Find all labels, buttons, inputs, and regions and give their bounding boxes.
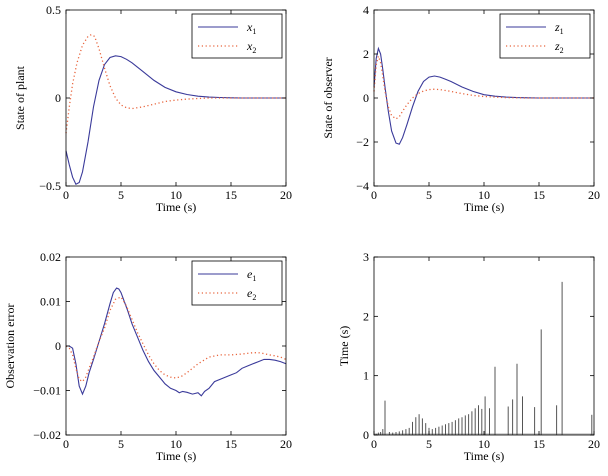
legend-entry: z2 (554, 39, 564, 55)
legend-entry: x2 (246, 39, 256, 55)
y-tick-label: −0.5 (39, 179, 61, 193)
x-axis-label: Time (s) (156, 449, 197, 463)
y-tick-label: 1 (363, 369, 369, 383)
y-tick-label: −0.01 (33, 384, 61, 398)
series-line-e1 (66, 287, 287, 397)
x-tick-label: 0 (63, 437, 69, 451)
x-axis-label: Time (s) (464, 449, 505, 463)
y-tick-label: 2 (363, 309, 369, 323)
x-tick-label: 0 (371, 437, 377, 451)
series-line-z1 (373, 46, 594, 145)
y-tick-label: −2 (356, 135, 369, 149)
y-tick-label: 3 (363, 250, 369, 264)
series-line-z2 (373, 53, 594, 120)
y-axis-label: State of observer (321, 57, 335, 138)
x-axis-label: Time (s) (156, 200, 197, 214)
y-axis-label: State of plant (13, 65, 27, 130)
x-tick-label: 10 (478, 188, 490, 202)
x-tick-label: 5 (426, 437, 432, 451)
series-line-x1 (65, 55, 286, 185)
legend-entry: e1 (247, 267, 256, 283)
x-tick-label: 20 (280, 437, 292, 451)
y-tick-label: 0 (363, 428, 369, 442)
x-tick-label: 5 (118, 188, 124, 202)
y-tick-label: 0 (55, 91, 61, 105)
x-tick-label: 5 (118, 437, 124, 451)
y-axis-label: Observation error (3, 304, 17, 389)
x-tick-label: 20 (588, 437, 600, 451)
axes-box (373, 256, 595, 436)
x-tick-label: 15 (225, 188, 237, 202)
x-tick-label: 10 (170, 188, 182, 202)
y-tick-label: −0.02 (33, 428, 61, 442)
x-tick-label: 10 (478, 437, 490, 451)
legend-box (499, 13, 591, 59)
chart-panel-4: 0 5 10 15 20 0 1 2 3 Time (s) Time (s) (337, 250, 600, 463)
x-tick-label: 15 (533, 188, 545, 202)
y-axis-label: Time (s) (337, 326, 351, 367)
legend-entry: z1 (554, 20, 564, 36)
x-tick-label: 0 (63, 188, 69, 202)
y-tick-label: 0 (55, 339, 61, 353)
x-axis-label: Time (s) (464, 200, 505, 214)
x-tick-label: 0 (371, 188, 377, 202)
y-tick-label: 4 (363, 3, 369, 17)
x-tick-label: 15 (225, 437, 237, 451)
x-tick-label: 15 (533, 437, 545, 451)
y-tick-label: 0 (363, 91, 369, 105)
legend-box (191, 13, 283, 59)
x-tick-label: 20 (588, 188, 600, 202)
y-tick-label: 0.5 (46, 3, 61, 17)
chart-panel-2: 0 5 10 15 20 −4 −2 0 2 4 Time (s) State of observer… (321, 3, 600, 214)
x-tick-label: 5 (426, 188, 432, 202)
y-tick-label: 0.01 (40, 295, 61, 309)
series-line-e2 (65, 296, 287, 383)
x-tick-label: 10 (170, 437, 182, 451)
y-tick-label: 2 (363, 47, 369, 61)
legend-entry: x1 (246, 20, 256, 36)
y-tick-label: −4 (356, 179, 369, 193)
legend-entry: e2 (247, 286, 256, 302)
chart-panel-3: 0 5 10 15 20 −0.02 −0.01 0 0.01 0.02 Time (s) Obser… (3, 250, 292, 463)
x-tick-label: 20 (280, 188, 292, 202)
legend-box (191, 260, 283, 306)
y-tick-label: 0.02 (40, 250, 61, 264)
